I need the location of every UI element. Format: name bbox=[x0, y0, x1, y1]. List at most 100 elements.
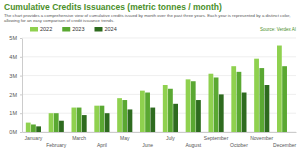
x-tick-label: January bbox=[25, 135, 43, 141]
y-tick: 0M bbox=[9, 129, 22, 135]
bar bbox=[26, 123, 31, 132]
legend-swatch bbox=[62, 27, 70, 32]
legend: 2022 2023 2024 bbox=[30, 26, 117, 32]
bar bbox=[214, 77, 219, 132]
x-tick-label: October bbox=[230, 142, 248, 148]
series bbox=[36, 85, 269, 132]
legend-label: 2024 bbox=[105, 26, 117, 32]
x-tick-label: August bbox=[185, 142, 201, 148]
bar bbox=[168, 89, 173, 132]
bar bbox=[31, 124, 36, 132]
x-tick: July bbox=[166, 132, 175, 141]
y-tick-label: 1M bbox=[9, 110, 17, 116]
x-tick: September bbox=[204, 132, 229, 141]
x-tick-label: June bbox=[142, 142, 153, 148]
background bbox=[0, 0, 300, 152]
x-axis-line bbox=[23, 132, 297, 133]
y-tick-label: 4M bbox=[9, 54, 17, 60]
y-axis-line bbox=[22, 39, 23, 133]
legend-item: 2022 bbox=[30, 26, 52, 32]
legend-label: 2022 bbox=[40, 26, 52, 32]
series bbox=[26, 46, 282, 132]
x-tick: December bbox=[273, 132, 296, 148]
bar bbox=[191, 81, 196, 132]
bar bbox=[219, 94, 224, 132]
bar bbox=[237, 72, 242, 132]
x-tick: April bbox=[97, 132, 107, 148]
x-tick-label: April bbox=[97, 142, 107, 148]
bar bbox=[54, 113, 59, 132]
x-tick-label: July bbox=[166, 135, 175, 141]
y-tick: 2M bbox=[9, 92, 22, 98]
y-tick: 3M bbox=[9, 73, 22, 79]
x-axis: JanuaryFebruary March April May June July Augu… bbox=[23, 132, 297, 148]
legend-swatch bbox=[30, 27, 38, 32]
legend-item: 2024 bbox=[95, 26, 117, 32]
bar bbox=[100, 106, 105, 132]
bar bbox=[282, 66, 287, 132]
y-tick-mark bbox=[20, 94, 22, 95]
y-tick-mark bbox=[20, 38, 22, 39]
x-tick: August bbox=[185, 132, 201, 148]
bar bbox=[82, 115, 87, 132]
bar bbox=[173, 104, 178, 132]
bar bbox=[105, 113, 110, 132]
subtitle: The chart provides a comprehensive view … bbox=[4, 13, 290, 23]
x-tick: March bbox=[72, 132, 86, 141]
subtitle-line: allowing for an easy comparison of credi… bbox=[4, 18, 114, 23]
x-tick: November bbox=[250, 132, 273, 141]
bar bbox=[186, 79, 191, 132]
y-tick-label: 0M bbox=[9, 129, 17, 135]
grid-line bbox=[22, 38, 296, 39]
x-tick: May bbox=[120, 132, 130, 141]
x-tick-label: September bbox=[204, 135, 229, 141]
bar bbox=[242, 93, 247, 132]
bar bbox=[254, 59, 259, 132]
legend-swatch bbox=[95, 27, 103, 32]
source: Source: Verdex AI bbox=[260, 27, 296, 32]
bar bbox=[140, 91, 145, 132]
bar bbox=[122, 100, 127, 132]
x-tick-label: November bbox=[250, 135, 273, 141]
grid bbox=[22, 38, 296, 132]
y-tick-label: 2M bbox=[9, 92, 17, 98]
legend-item: 2023 bbox=[62, 26, 84, 32]
bar bbox=[265, 85, 270, 132]
y-tick-mark bbox=[20, 57, 22, 58]
x-tick-label: May bbox=[120, 135, 130, 141]
bar bbox=[59, 121, 64, 132]
bar bbox=[277, 46, 282, 132]
bar bbox=[259, 68, 264, 132]
bar bbox=[145, 93, 150, 132]
bar bbox=[117, 98, 122, 132]
y-tick-mark bbox=[20, 132, 22, 133]
title: Cumulative Credits Issuances (metric ton… bbox=[4, 2, 222, 12]
bar bbox=[72, 108, 77, 132]
legend-label: 2023 bbox=[72, 26, 84, 32]
bar bbox=[94, 106, 99, 132]
bar bbox=[128, 109, 133, 132]
plot: 0M 1M 2M 3M 4M 5M JanuaryFebruary March April May… bbox=[9, 35, 296, 147]
y-tick: 4M bbox=[9, 54, 22, 60]
y-tick-label: 3M bbox=[9, 73, 17, 79]
x-tick: June bbox=[142, 132, 153, 148]
grid-line bbox=[22, 56, 296, 57]
x-tick-label: December bbox=[273, 142, 296, 148]
x-tick: January bbox=[25, 132, 43, 141]
bar bbox=[77, 108, 82, 132]
bar bbox=[196, 100, 201, 132]
y-tick-label: 5M bbox=[9, 35, 17, 41]
series bbox=[31, 66, 287, 132]
y-tick: 1M bbox=[9, 110, 22, 116]
x-tick: October bbox=[230, 132, 248, 148]
y-tick-mark bbox=[20, 113, 22, 114]
x-tick: February bbox=[46, 132, 67, 148]
bar bbox=[36, 126, 41, 132]
x-tick-label: February bbox=[46, 142, 67, 148]
y-tick-mark bbox=[20, 76, 22, 77]
bar bbox=[209, 74, 214, 132]
bar bbox=[163, 85, 168, 132]
bar bbox=[49, 113, 54, 132]
y-axis: 0M 1M 2M 3M 4M 5M bbox=[9, 35, 22, 135]
bar bbox=[231, 66, 236, 132]
